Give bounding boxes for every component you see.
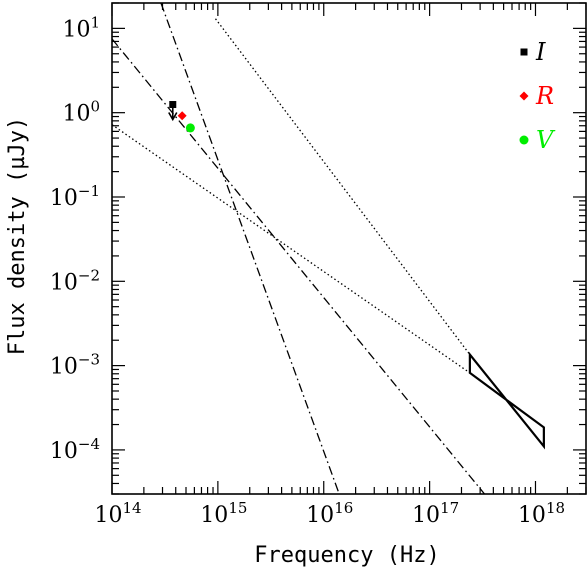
y-tick-label-base: 10 [50, 186, 78, 211]
x-tick-label-exponent: 18 [546, 499, 565, 517]
x-tick-label-exponent: 17 [440, 499, 459, 517]
x-tick-label-base: 10 [412, 503, 440, 528]
y-tick-label: 10−2 [50, 266, 100, 295]
y-tick-label: 100 [62, 98, 100, 127]
y-tick-label: 10−3 [50, 351, 100, 380]
y-tick-label-base: 10 [50, 439, 78, 464]
x-tick-label-exponent: 16 [334, 499, 353, 517]
y-tick-label-exponent: −2 [78, 266, 100, 284]
x-tick-label-exponent: 14 [122, 499, 141, 517]
y-tick-label-exponent: −3 [78, 351, 100, 369]
y-tick-label-exponent: −1 [78, 182, 100, 200]
y-tick-label: 10−1 [50, 182, 100, 211]
model-line-dashdot-4 [160, 3, 340, 494]
clipped-area [112, 3, 545, 494]
legend-label-r: R [535, 82, 554, 110]
data-point-i [169, 101, 177, 109]
x-tick-label: 1014 [94, 499, 141, 528]
y-tick-label-exponent: 0 [90, 98, 100, 116]
x-tick-label: 1017 [412, 499, 459, 528]
legend-marker-i [520, 48, 528, 56]
y-tick-label-exponent: −4 [78, 435, 100, 453]
legend-label-i: I [535, 38, 546, 66]
xray-bowtie [468, 351, 545, 450]
legend-marker-v [519, 135, 529, 145]
upper-limit-arrow-head [168, 112, 178, 122]
axis-ticks [111, 2, 587, 495]
plot-frame [111, 2, 587, 495]
x-tick-label: 1018 [518, 499, 565, 528]
x-tick-label-base: 10 [518, 503, 546, 528]
y-tick-label-base: 10 [50, 270, 78, 295]
model-line-dotted-1 [112, 124, 471, 374]
y-tick-label: 101 [62, 13, 100, 42]
tick-labels: 1014 1015 1016 1017 101810−410−310−210−11001… [50, 13, 565, 528]
x-tick-label-base: 10 [200, 503, 228, 528]
y-tick-label-exponent: 1 [90, 13, 100, 31]
x-tick-label-base: 10 [306, 503, 334, 528]
legend-label-v: V [536, 126, 556, 154]
y-tick-label-base: 10 [62, 17, 90, 42]
legend: IRV [519, 38, 556, 154]
x-axis-title: Frequency (Hz) [254, 543, 439, 568]
data-point-v [185, 123, 195, 133]
y-tick-label: 10−4 [50, 435, 100, 464]
x-tick-label: 1016 [306, 499, 353, 528]
y-axis-title: Flux density (µJy) [5, 117, 30, 355]
y-tick-label-base: 10 [62, 102, 90, 127]
plot-content [112, 3, 545, 494]
x-tick-label-exponent: 15 [228, 499, 247, 517]
x-tick-label: 1015 [200, 499, 247, 528]
y-tick-label-base: 10 [50, 355, 78, 380]
model-line-dotted-2 [214, 18, 471, 356]
data-point-r [177, 111, 187, 121]
x-tick-label-base: 10 [94, 503, 122, 528]
legend-marker-r [519, 91, 529, 101]
